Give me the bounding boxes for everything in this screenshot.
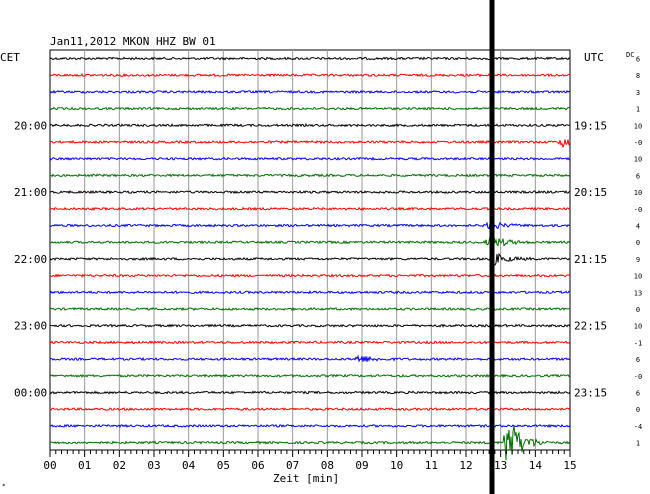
dc-value: 4 bbox=[636, 223, 640, 231]
x-axis-ticks: 00 01 02 03 04 05 06 07 08 09 10 11 12 13 14 15 bbox=[43, 450, 577, 472]
x-tick-label: 05 bbox=[217, 459, 230, 472]
dc-value: 1 bbox=[636, 106, 640, 114]
left-time-label: 21:00 bbox=[14, 186, 47, 199]
trace-line bbox=[49, 273, 571, 278]
dc-value: 10 bbox=[634, 189, 642, 197]
trace-line bbox=[49, 373, 571, 379]
dc-value: 10 bbox=[634, 273, 642, 281]
x-tick-label: 10 bbox=[390, 459, 403, 472]
trace-line bbox=[49, 354, 571, 363]
x-axis-label: Zeit [min] bbox=[273, 472, 339, 485]
x-tick-label: 03 bbox=[147, 459, 160, 472]
trace-line bbox=[49, 106, 571, 111]
trace-line bbox=[49, 123, 571, 128]
dc-value: 10 bbox=[634, 323, 642, 331]
trace-line bbox=[49, 89, 571, 95]
dc-value: 13 bbox=[634, 289, 642, 297]
seismic-traces: 6 8 3 1 10 -0 10 6 10 -0 4 0 9 10 13 0 10 -1 6 -0 6 0 -4 1 20:00… bbox=[14, 56, 642, 461]
dc-value: -0 bbox=[634, 373, 642, 381]
dc-value: -1 bbox=[634, 339, 642, 347]
trace-line bbox=[49, 306, 571, 312]
x-tick-label: 09 bbox=[355, 459, 368, 472]
dc-value: 1 bbox=[636, 440, 640, 448]
left-time-label: 22:00 bbox=[14, 253, 47, 266]
x-tick-label: 04 bbox=[182, 459, 196, 472]
dc-value: 9 bbox=[636, 256, 640, 264]
chart-grid bbox=[49, 49, 571, 451]
right-time-label: 21:15 bbox=[574, 253, 607, 266]
trace-line bbox=[49, 390, 571, 395]
trace-line bbox=[49, 407, 571, 412]
trace-line bbox=[49, 206, 571, 211]
trace-line bbox=[49, 423, 571, 429]
right-time-label: 20:15 bbox=[574, 186, 607, 199]
x-tick-label: 15 bbox=[563, 459, 576, 472]
right-axis-label: UTC bbox=[584, 51, 604, 64]
left-time-label: 23:00 bbox=[14, 320, 47, 333]
dc-value: -4 bbox=[634, 423, 642, 431]
dc-value: 3 bbox=[636, 89, 640, 97]
left-time-label: 00:00 bbox=[14, 387, 47, 400]
x-tick-label: 11 bbox=[425, 459, 438, 472]
dc-value: 8 bbox=[636, 72, 640, 80]
trace-line bbox=[49, 156, 571, 161]
x-tick-label: 01 bbox=[78, 459, 91, 472]
trace-line bbox=[49, 323, 571, 328]
trace-line bbox=[49, 139, 571, 149]
dc-value: 10 bbox=[634, 156, 642, 164]
bottom-left-mark: * bbox=[2, 483, 6, 490]
marker-bar bbox=[489, 0, 495, 494]
trace-line bbox=[49, 173, 571, 178]
x-tick-label: 08 bbox=[321, 459, 334, 472]
x-tick-label: 02 bbox=[113, 459, 126, 472]
chart-title: Jan11,2012 MKON HHZ BW 01 bbox=[50, 35, 216, 48]
x-tick-label: 06 bbox=[251, 459, 264, 472]
dc-value: -0 bbox=[634, 206, 642, 214]
x-tick-label: 14 bbox=[529, 459, 543, 472]
x-tick-label: 13 bbox=[494, 459, 507, 472]
dc-value: 0 bbox=[636, 306, 640, 314]
dc-value: 6 bbox=[636, 390, 640, 398]
dc-value: 0 bbox=[636, 406, 640, 414]
trace-line bbox=[50, 221, 571, 230]
axis-labels: Jan11,2012 MKON HHZ BW 01 CET UTC DC Zei… bbox=[0, 35, 634, 490]
dc-value: 0 bbox=[636, 239, 640, 247]
dc-value: 10 bbox=[634, 122, 642, 130]
dc-value: 6 bbox=[636, 56, 640, 64]
trace-line bbox=[49, 189, 571, 195]
dc-label: DC bbox=[626, 51, 634, 59]
left-time-label: 20:00 bbox=[14, 119, 47, 132]
trace-line bbox=[49, 72, 571, 78]
x-tick-label: 07 bbox=[286, 459, 299, 472]
trace-line bbox=[49, 340, 571, 345]
right-time-label: 23:15 bbox=[574, 387, 607, 400]
vertical-marker bbox=[489, 0, 495, 494]
trace-line bbox=[49, 425, 571, 461]
right-time-label: 22:15 bbox=[574, 320, 607, 333]
x-tick-label: 00 bbox=[43, 459, 56, 472]
dc-value: -0 bbox=[634, 139, 642, 147]
dc-value: 6 bbox=[636, 356, 640, 364]
trace-line bbox=[49, 235, 571, 250]
right-time-label: 19:15 bbox=[574, 119, 607, 132]
trace-line bbox=[49, 290, 571, 295]
trace-line bbox=[49, 56, 571, 61]
trace-line bbox=[49, 251, 571, 266]
left-axis-label: CET bbox=[0, 51, 20, 64]
x-tick-label: 12 bbox=[459, 459, 472, 472]
dc-value: 6 bbox=[636, 172, 640, 180]
